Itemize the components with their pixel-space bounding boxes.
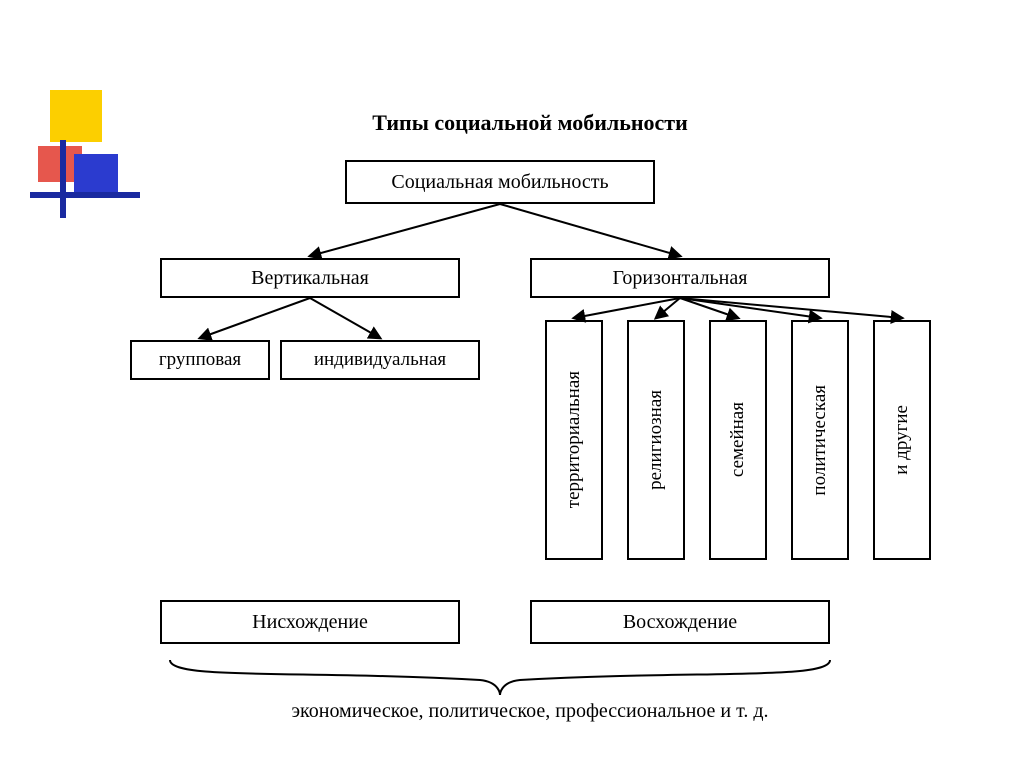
node-root-label: Социальная мобильность bbox=[391, 171, 608, 194]
node-vertical: Вертикальная bbox=[160, 258, 460, 298]
diagram-title: Типы социальной мобильности bbox=[320, 110, 740, 136]
diagram-stage: Типы социальной мобильности Социальная м… bbox=[0, 0, 1024, 767]
node-individual-label: индивидуальная bbox=[314, 349, 446, 371]
node-religious: религиозная bbox=[627, 320, 685, 560]
logo-yellow-square bbox=[50, 90, 102, 142]
node-family-label: семейная bbox=[727, 402, 749, 477]
node-ascending: Восхождение bbox=[530, 600, 830, 644]
node-ascending-label: Восхождение bbox=[623, 611, 737, 634]
logo-cross-h bbox=[30, 192, 140, 198]
node-family: семейная bbox=[709, 320, 767, 560]
node-others-label: и другие bbox=[891, 405, 913, 475]
node-horizontal: Горизонтальная bbox=[530, 258, 830, 298]
node-descending-label: Нисхождение bbox=[252, 611, 368, 634]
footer-text: экономическое, политическое, профессиона… bbox=[210, 700, 850, 723]
node-territorial-label: территориальная bbox=[563, 371, 585, 508]
node-religious-label: религиозная bbox=[645, 390, 667, 490]
node-political: политическая bbox=[791, 320, 849, 560]
node-descending: Нисхождение bbox=[160, 600, 460, 644]
node-group-label: групповая bbox=[159, 349, 241, 371]
node-individual: индивидуальная bbox=[280, 340, 480, 380]
node-others: и другие bbox=[873, 320, 931, 560]
node-group: групповая bbox=[130, 340, 270, 380]
node-horizontal-label: Горизонтальная bbox=[613, 267, 748, 290]
node-political-label: политическая bbox=[809, 385, 831, 496]
node-territorial: территориальная bbox=[545, 320, 603, 560]
node-vertical-label: Вертикальная bbox=[251, 267, 369, 290]
node-root: Социальная мобильность bbox=[345, 160, 655, 204]
logo-cross-v bbox=[60, 140, 66, 218]
